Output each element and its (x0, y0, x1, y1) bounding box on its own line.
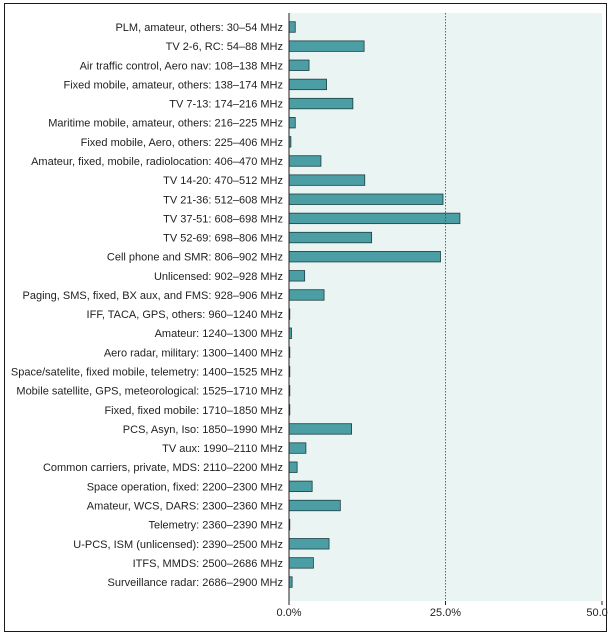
category-label: PLM, amateur, others: 30–54 MHz (115, 22, 283, 34)
category-label: ITFS, MMDS: 2500–2686 MHz (133, 558, 283, 570)
bar (289, 500, 340, 511)
bar (289, 271, 305, 282)
bar (289, 79, 327, 90)
category-label: TV 2-6, RC: 54–88 MHz (166, 41, 283, 53)
bar-chart: PLM, amateur, others: 30–54 MHz TV 2-6, R… (5, 4, 608, 633)
category-label: Aero radar, military: 1300–1400 MHz (104, 347, 283, 359)
category-label: Common carriers, private, MDS: 2110–2200… (43, 462, 283, 474)
bar (289, 481, 312, 492)
bar (289, 194, 443, 205)
bar (289, 232, 372, 243)
category-label: Amateur, fixed, mobile, radiolocation: 4… (31, 156, 283, 168)
bar (289, 175, 365, 186)
bar (289, 117, 295, 128)
category-label: IFF, TACA, GPS, others: 960–1240 MHz (87, 309, 283, 321)
category-label: U-PCS, ISM (unlicensed): 2390–2500 MHz (73, 539, 283, 551)
category-label: Cell phone and SMR: 806–902 MHz (107, 252, 283, 264)
category-label: Space/satelite, fixed mobile, telemetry:… (11, 367, 283, 379)
bar (289, 22, 295, 33)
bar (289, 424, 352, 435)
category-label: Amateur, WCS, DARS: 2300–2360 MHz (87, 501, 283, 513)
category-label: Maritime mobile, amateur, others: 216–22… (48, 118, 283, 130)
x-tick-label: 0.0% (276, 607, 301, 619)
bar (289, 98, 353, 109)
category-label: Fixed mobile, amateur, others: 138–174 M… (63, 79, 283, 91)
x-axis-ticks: 0.0% 25.0% 50.0% (276, 601, 608, 619)
bar (289, 41, 364, 52)
category-label: Fixed mobile, Aero, others: 225–406 MHz (81, 137, 283, 149)
category-label: TV 7-13: 174–216 MHz (169, 99, 283, 111)
x-tick-label: 50.0% (586, 607, 608, 619)
category-label: Unlicensed: 902–928 MHz (154, 271, 283, 283)
category-label: TV 14-20: 470–512 MHz (163, 175, 283, 187)
bar (289, 290, 324, 301)
chart-frame: PLM, amateur, others: 30–54 MHz TV 2-6, R… (4, 3, 607, 632)
bar (289, 156, 321, 167)
x-tick-label: 25.0% (430, 607, 461, 619)
category-label: Space operation, fixed: 2200–2300 MHz (87, 481, 283, 493)
category-label: TV 21-36: 512–608 MHz (163, 194, 283, 206)
bar (289, 60, 309, 71)
category-label: Amateur: 1240–1300 MHz (155, 328, 283, 340)
category-label: TV aux: 1990–2110 MHz (162, 443, 283, 455)
category-label: Surveillance radar: 2686–2900 MHz (108, 577, 284, 589)
category-label: Fixed, fixed mobile: 1710–1850 MHz (104, 405, 283, 417)
bar (289, 539, 329, 550)
category-label: Mobile satellite, GPS, meteorological: 1… (16, 386, 283, 398)
category-label: Paging, SMS, fixed, BX aux, and FMS: 928… (23, 290, 283, 302)
bar (289, 251, 440, 262)
category-label: TV 52-69: 698–806 MHz (163, 233, 283, 245)
bar (289, 443, 306, 454)
category-labels: PLM, amateur, others: 30–54 MHz TV 2-6, R… (11, 22, 283, 589)
category-label: Air traffic control, Aero nav: 108–138 M… (80, 60, 283, 72)
bar (289, 462, 297, 473)
category-label: Telemetry: 2360–2390 MHz (148, 520, 283, 532)
category-label: TV 37-51: 608–698 MHz (163, 213, 283, 225)
bar (289, 213, 460, 224)
category-label: PCS, Asyn, Iso: 1850–1990 MHz (123, 424, 283, 436)
bar (289, 558, 313, 569)
